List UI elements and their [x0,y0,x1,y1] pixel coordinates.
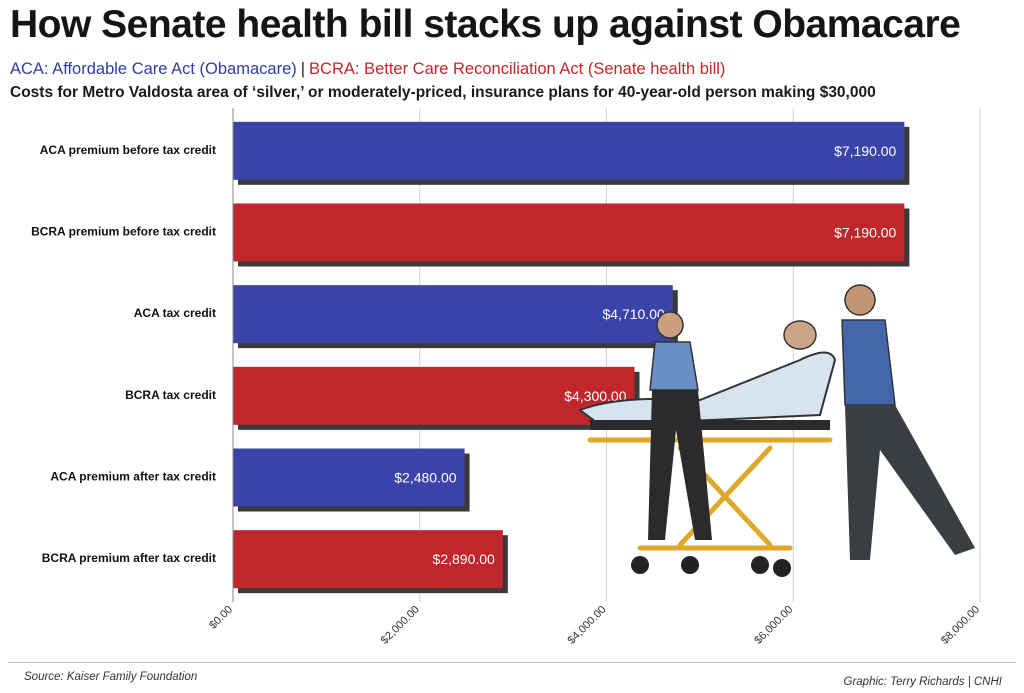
x-tick-label: $0.00 [207,604,235,632]
x-tick-label: $4,000.00 [566,604,609,647]
bar [233,366,635,425]
category-label: ACA premium before tax credit [40,143,216,157]
legend-bcra: BCRA: Better Care Reconciliation Act (Se… [309,60,726,78]
bar-value-label: $4,710.00 [602,306,664,322]
chart-subtitle: Costs for Metro Valdosta area of ‘silver… [10,84,876,101]
bar [233,285,673,344]
category-label: BCRA premium after tax credit [42,551,216,565]
legend-separator: | [300,60,306,78]
graphic-credit: Graphic: Terry Richards | CNHI [843,676,1003,688]
paramedics-stretcher-illustration [577,284,975,577]
category-label: BCRA premium before tax credit [31,225,216,239]
x-tick-label: $2,000.00 [379,604,422,647]
bar-value-label: $2,480.00 [394,470,456,486]
bars: $7,190.00 $7,190.00 $4,710.00 $4,300.00 $2,4… [233,121,910,594]
category-label: BCRA tax credit [125,388,216,402]
chart-title: How Senate health bill stacks up against… [10,3,961,46]
legend: ACA: Affordable Care Act (Obamacare) | BCR… [10,58,725,80]
bar [233,530,503,589]
bar-value-label: $2,890.00 [433,551,495,567]
bar-value-label: $4,300.00 [564,388,626,404]
bar-value-label: $7,190.00 [834,225,896,241]
bar [233,203,905,262]
footer-divider [8,662,1016,663]
source-note: Source: Kaiser Family Foundation [24,671,198,683]
x-tick-label: $8,000.00 [939,604,982,647]
category-label: ACA premium after tax credit [50,470,216,484]
category-label: ACA tax credit [134,306,216,320]
bar [233,121,905,180]
bar-value-label: $7,190.00 [834,143,896,159]
bar [233,448,465,507]
x-tick-label: $6,000.00 [752,604,795,647]
legend-aca: ACA: Affordable Care Act (Obamacare) [10,60,297,78]
